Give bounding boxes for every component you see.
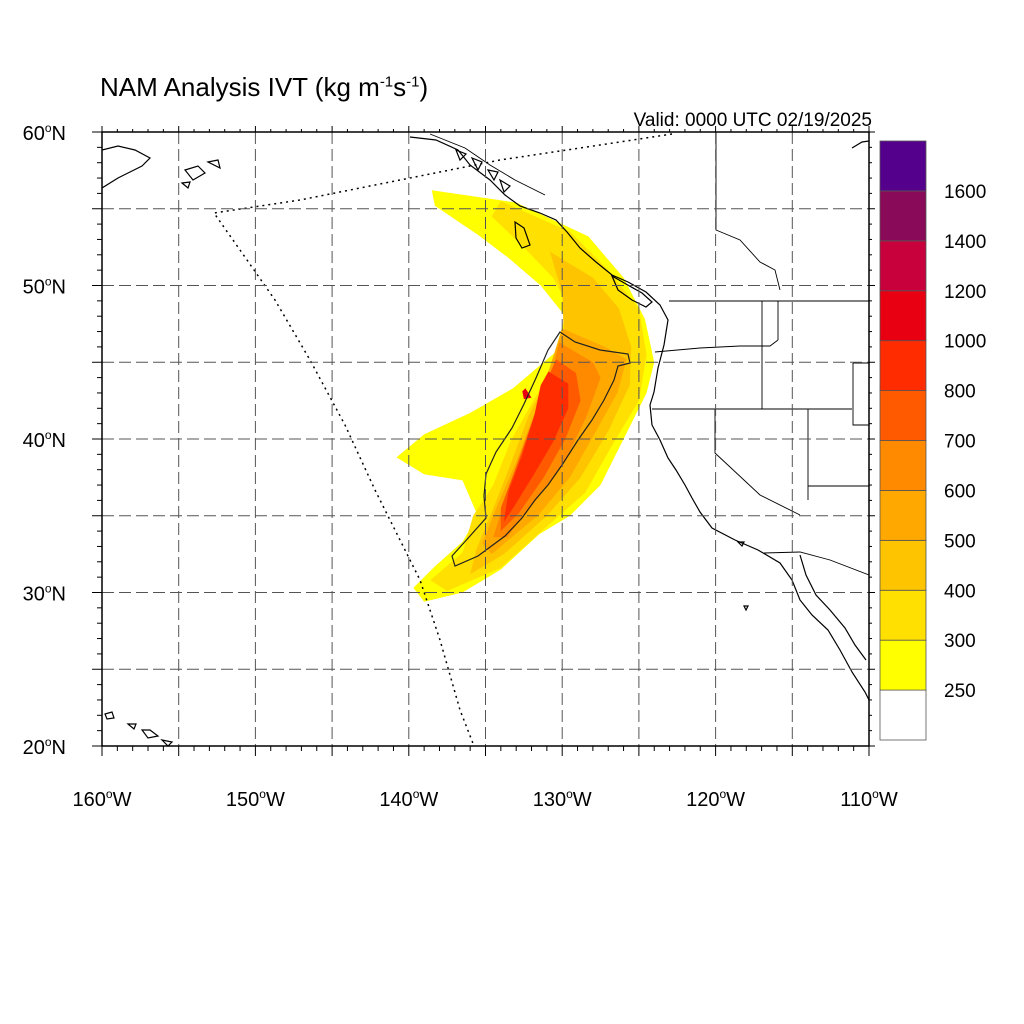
colorbar-label-700: 700 xyxy=(944,432,976,453)
us-mexico-border xyxy=(763,551,869,576)
gulf-of-california-coast xyxy=(799,554,867,661)
arizona-border xyxy=(808,362,869,487)
lon-label-160: 160oW xyxy=(73,787,132,811)
north-american-west-coast xyxy=(409,136,869,701)
colorbar-swatch xyxy=(879,639,927,691)
lon-label-150: 150oW xyxy=(226,787,285,811)
lon-label-130: 130oW xyxy=(533,787,592,811)
hawaii-islands xyxy=(104,711,174,746)
valid-time-label: Valid: 0000 UTC 02/19/2025 xyxy=(633,110,872,131)
axis-ticks xyxy=(92,126,875,756)
colorbar-label-400: 400 xyxy=(944,581,976,602)
plot-title: NAM Analysis IVT (kg m-1s-1) xyxy=(100,72,428,103)
channel-islands xyxy=(736,541,749,612)
lat-label-40: 40oN xyxy=(23,428,66,452)
colorbar-swatch xyxy=(879,689,927,741)
lon-label-140: 140oW xyxy=(379,787,438,811)
colorbar-swatch xyxy=(879,589,927,641)
colorbar-label-600: 600 xyxy=(944,481,976,502)
oregon-washington-border xyxy=(654,339,779,353)
lat-label-20: 20oN xyxy=(23,735,66,759)
lat-label-30: 30oN xyxy=(23,582,66,606)
hudson-bay-edge xyxy=(851,140,869,149)
lat-label-50: 50oN xyxy=(23,275,66,299)
lat-label-60: 60oN xyxy=(23,121,66,145)
colorbar-label-1200: 1200 xyxy=(944,282,986,303)
colorbar-label-1000: 1000 xyxy=(944,332,986,353)
lon-label-120: 120oW xyxy=(686,787,745,811)
ivt-level-1000 xyxy=(522,388,532,400)
colorbar xyxy=(879,140,927,741)
colorbar-label-800: 800 xyxy=(944,382,976,403)
colorbar-swatch xyxy=(879,390,927,441)
idaho-border xyxy=(761,301,779,409)
title-main: NAM Analysis IVT (kg m xyxy=(100,72,380,102)
colorbar-label-1600: 1600 xyxy=(944,182,986,203)
alaska-coast xyxy=(102,145,151,189)
ivt-field-layer xyxy=(396,190,655,602)
colorbar-swatch xyxy=(879,240,927,292)
colorbar-swatch xyxy=(879,340,927,391)
colorbar-label-500: 500 xyxy=(944,531,976,552)
title-mid: s xyxy=(393,72,407,102)
lon-label-110: 110oW xyxy=(840,787,898,811)
mountain-region-border xyxy=(715,132,781,291)
ivt-level-800 xyxy=(503,371,569,522)
colorbar-swatch xyxy=(879,190,927,242)
vancouver-island xyxy=(610,274,653,308)
california-nevada-border xyxy=(714,409,801,516)
colorbar-swatch xyxy=(879,290,927,342)
alaska-panhandle-islands xyxy=(454,148,511,194)
title-close: ) xyxy=(419,72,429,102)
title-exp2: -1 xyxy=(406,73,420,91)
coastlines xyxy=(102,136,869,746)
colorbar-swatch xyxy=(879,140,927,192)
alaska-islands xyxy=(180,159,221,190)
longitude-labels: 160oW 150oW 140oW 130oW 120oW 110oW xyxy=(73,787,898,811)
colorbar-swatch xyxy=(879,440,927,491)
colorbar-label-250: 250 xyxy=(944,681,976,702)
political-boundaries xyxy=(429,132,869,576)
alaska-canada-border xyxy=(429,133,546,196)
colorbar-labels: 250 300 400 500 600 700 800 1000 1200 1400 1600 xyxy=(944,182,986,702)
title-exp1: -1 xyxy=(379,73,394,91)
colorbar-label-1400: 1400 xyxy=(944,232,986,253)
haida-gwaii xyxy=(514,220,531,249)
colorbar-label-300: 300 xyxy=(944,631,976,652)
ivt-contour-500 xyxy=(451,331,631,567)
lat-lon-grid xyxy=(102,132,869,746)
latitude-labels: 60oN 50oN 40oN 30oN 20oN xyxy=(23,121,66,759)
nam-domain-boundary xyxy=(212,133,673,746)
colorbar-swatch xyxy=(879,490,927,541)
colorbar-swatch xyxy=(879,539,927,591)
